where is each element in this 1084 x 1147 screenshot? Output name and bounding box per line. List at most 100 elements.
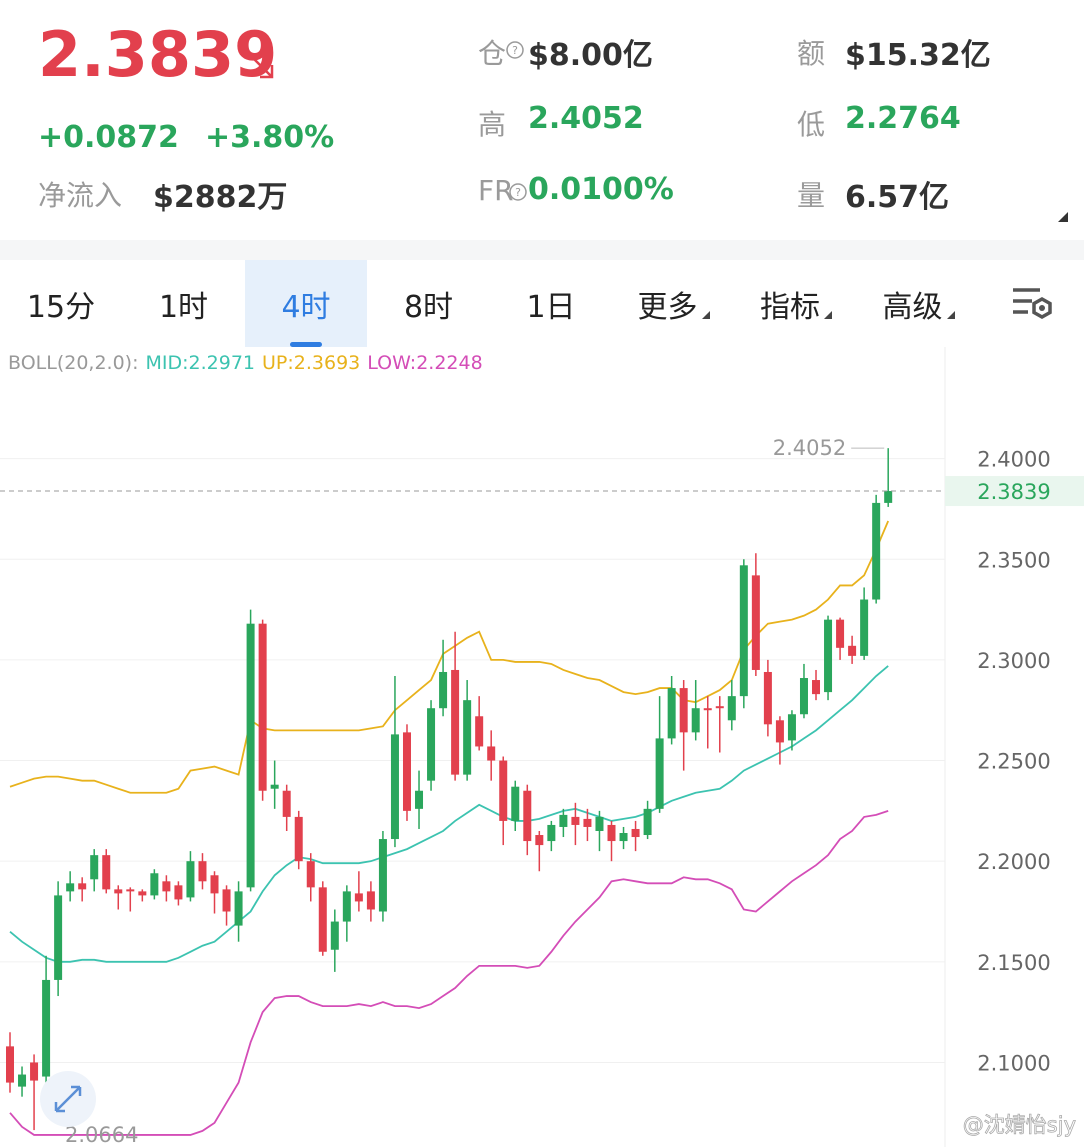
- candle-body: [655, 738, 664, 809]
- candle-body: [42, 979, 51, 1077]
- candle-body: [354, 893, 363, 902]
- candle-body: [402, 732, 411, 811]
- candle-body: [318, 887, 327, 952]
- candle-body: [799, 678, 808, 715]
- stat-label: FR: [478, 174, 514, 207]
- candle-body: [342, 891, 351, 922]
- candle-body: [415, 790, 424, 809]
- boll-line: [9, 665, 889, 963]
- y-tick-label: 2.4000: [977, 448, 1050, 472]
- candle-body: [78, 883, 87, 890]
- divider: [0, 240, 1084, 260]
- tab[interactable]: 8时: [403, 289, 454, 325]
- candle-body: [186, 861, 195, 898]
- candle-body: [739, 565, 748, 697]
- help-icon[interactable]: ?: [508, 182, 528, 202]
- candle-body: [836, 619, 845, 648]
- candle-body: [631, 828, 640, 838]
- candle-body: [487, 746, 496, 761]
- svg-text:?: ?: [512, 44, 518, 57]
- legend-item: MID:2.2971: [146, 352, 256, 374]
- tab[interactable]: 高级: [858, 260, 980, 347]
- candle-body: [595, 816, 604, 831]
- candle-body: [547, 824, 556, 842]
- y-tick-label: 2.2500: [977, 750, 1050, 774]
- net-inflow-label: 净流入: [38, 179, 123, 212]
- candle-body: [294, 816, 303, 862]
- max-label: 2.4052: [773, 436, 846, 460]
- tab[interactable]: 1日: [526, 289, 576, 325]
- boll-line: [9, 810, 889, 1136]
- stat-value: 2.4052: [528, 101, 644, 136]
- dropdown-icon: [824, 310, 832, 319]
- candle-body: [390, 734, 399, 840]
- svg-text:?: ?: [515, 186, 521, 199]
- down-arrow-icon: [252, 57, 274, 79]
- candle-body: [282, 790, 291, 817]
- candle-body: [751, 575, 760, 670]
- candle-body: [715, 706, 724, 709]
- legend-item: BOLL(20,2.0):: [8, 352, 139, 374]
- legend-item: UP:2.3693: [262, 352, 360, 374]
- candle-body: [619, 833, 628, 842]
- tab[interactable]: 指标: [735, 260, 857, 347]
- tab[interactable]: 4时: [245, 260, 367, 347]
- y-tick-label: 2.2000: [977, 850, 1050, 874]
- candle-body: [607, 824, 616, 842]
- candle-body: [860, 599, 869, 656]
- candle-body: [18, 1074, 27, 1087]
- candle-body: [523, 790, 532, 842]
- candle-body: [511, 786, 520, 821]
- candle-body: [763, 671, 772, 725]
- candle-body: [306, 861, 315, 888]
- candle-body: [451, 669, 460, 775]
- legend-item: LOW:2.2248: [367, 352, 482, 374]
- candle-body: [691, 708, 700, 733]
- candle-body: [114, 889, 123, 894]
- stat-label: 仓: [478, 37, 507, 70]
- candle-body: [463, 700, 472, 775]
- candle-body: [703, 708, 712, 711]
- help-icon[interactable]: ?: [505, 40, 525, 60]
- candle-body: [66, 883, 75, 892]
- candle-body: [499, 760, 508, 821]
- stat-label: 高: [478, 108, 507, 141]
- candle-body: [102, 855, 111, 890]
- y-tick-label: 2.3000: [977, 649, 1050, 673]
- tab[interactable]: 更多: [613, 260, 735, 347]
- candle-body: [174, 885, 183, 900]
- candle-body: [198, 861, 207, 882]
- candle-body: [475, 716, 484, 747]
- stat-value: $8.00亿: [528, 38, 653, 73]
- candle-body: [848, 645, 857, 656]
- candle-body: [150, 873, 159, 896]
- settings-icon[interactable]: [1010, 285, 1056, 325]
- stat-value: 2.2764: [845, 101, 961, 136]
- price-change-pct: +3.80%: [205, 120, 335, 155]
- candle-body: [162, 881, 171, 892]
- candle-body: [775, 720, 784, 743]
- stat-value: 0.0100%: [528, 172, 674, 207]
- y-tick-label: 2.1500: [977, 951, 1050, 975]
- y-tick-label: 2.1000: [977, 1051, 1050, 1075]
- candle-body: [258, 623, 267, 791]
- tab[interactable]: 1时: [158, 289, 209, 325]
- tab[interactable]: 15分: [26, 289, 96, 325]
- candle-body: [727, 696, 736, 721]
- candle-body: [679, 688, 688, 733]
- active-indicator: [290, 342, 322, 347]
- candle-body: [6, 1046, 14, 1083]
- candle-body: [270, 784, 279, 789]
- candle-body: [378, 839, 387, 912]
- indicator-legend: BOLL(20,2.0): MID:2.2971 UP:2.3693 LOW:2.22…: [8, 352, 483, 374]
- candle-body: [246, 623, 255, 888]
- stat-value: $15.32亿: [845, 38, 991, 73]
- candle-body: [824, 619, 833, 693]
- candle-body: [54, 895, 63, 980]
- candle-body: [535, 835, 544, 846]
- last-price-label: 2.3839: [977, 480, 1050, 504]
- expand-icon[interactable]: [1058, 212, 1068, 222]
- candle-body: [583, 818, 592, 827]
- stat-label: 额: [797, 37, 826, 70]
